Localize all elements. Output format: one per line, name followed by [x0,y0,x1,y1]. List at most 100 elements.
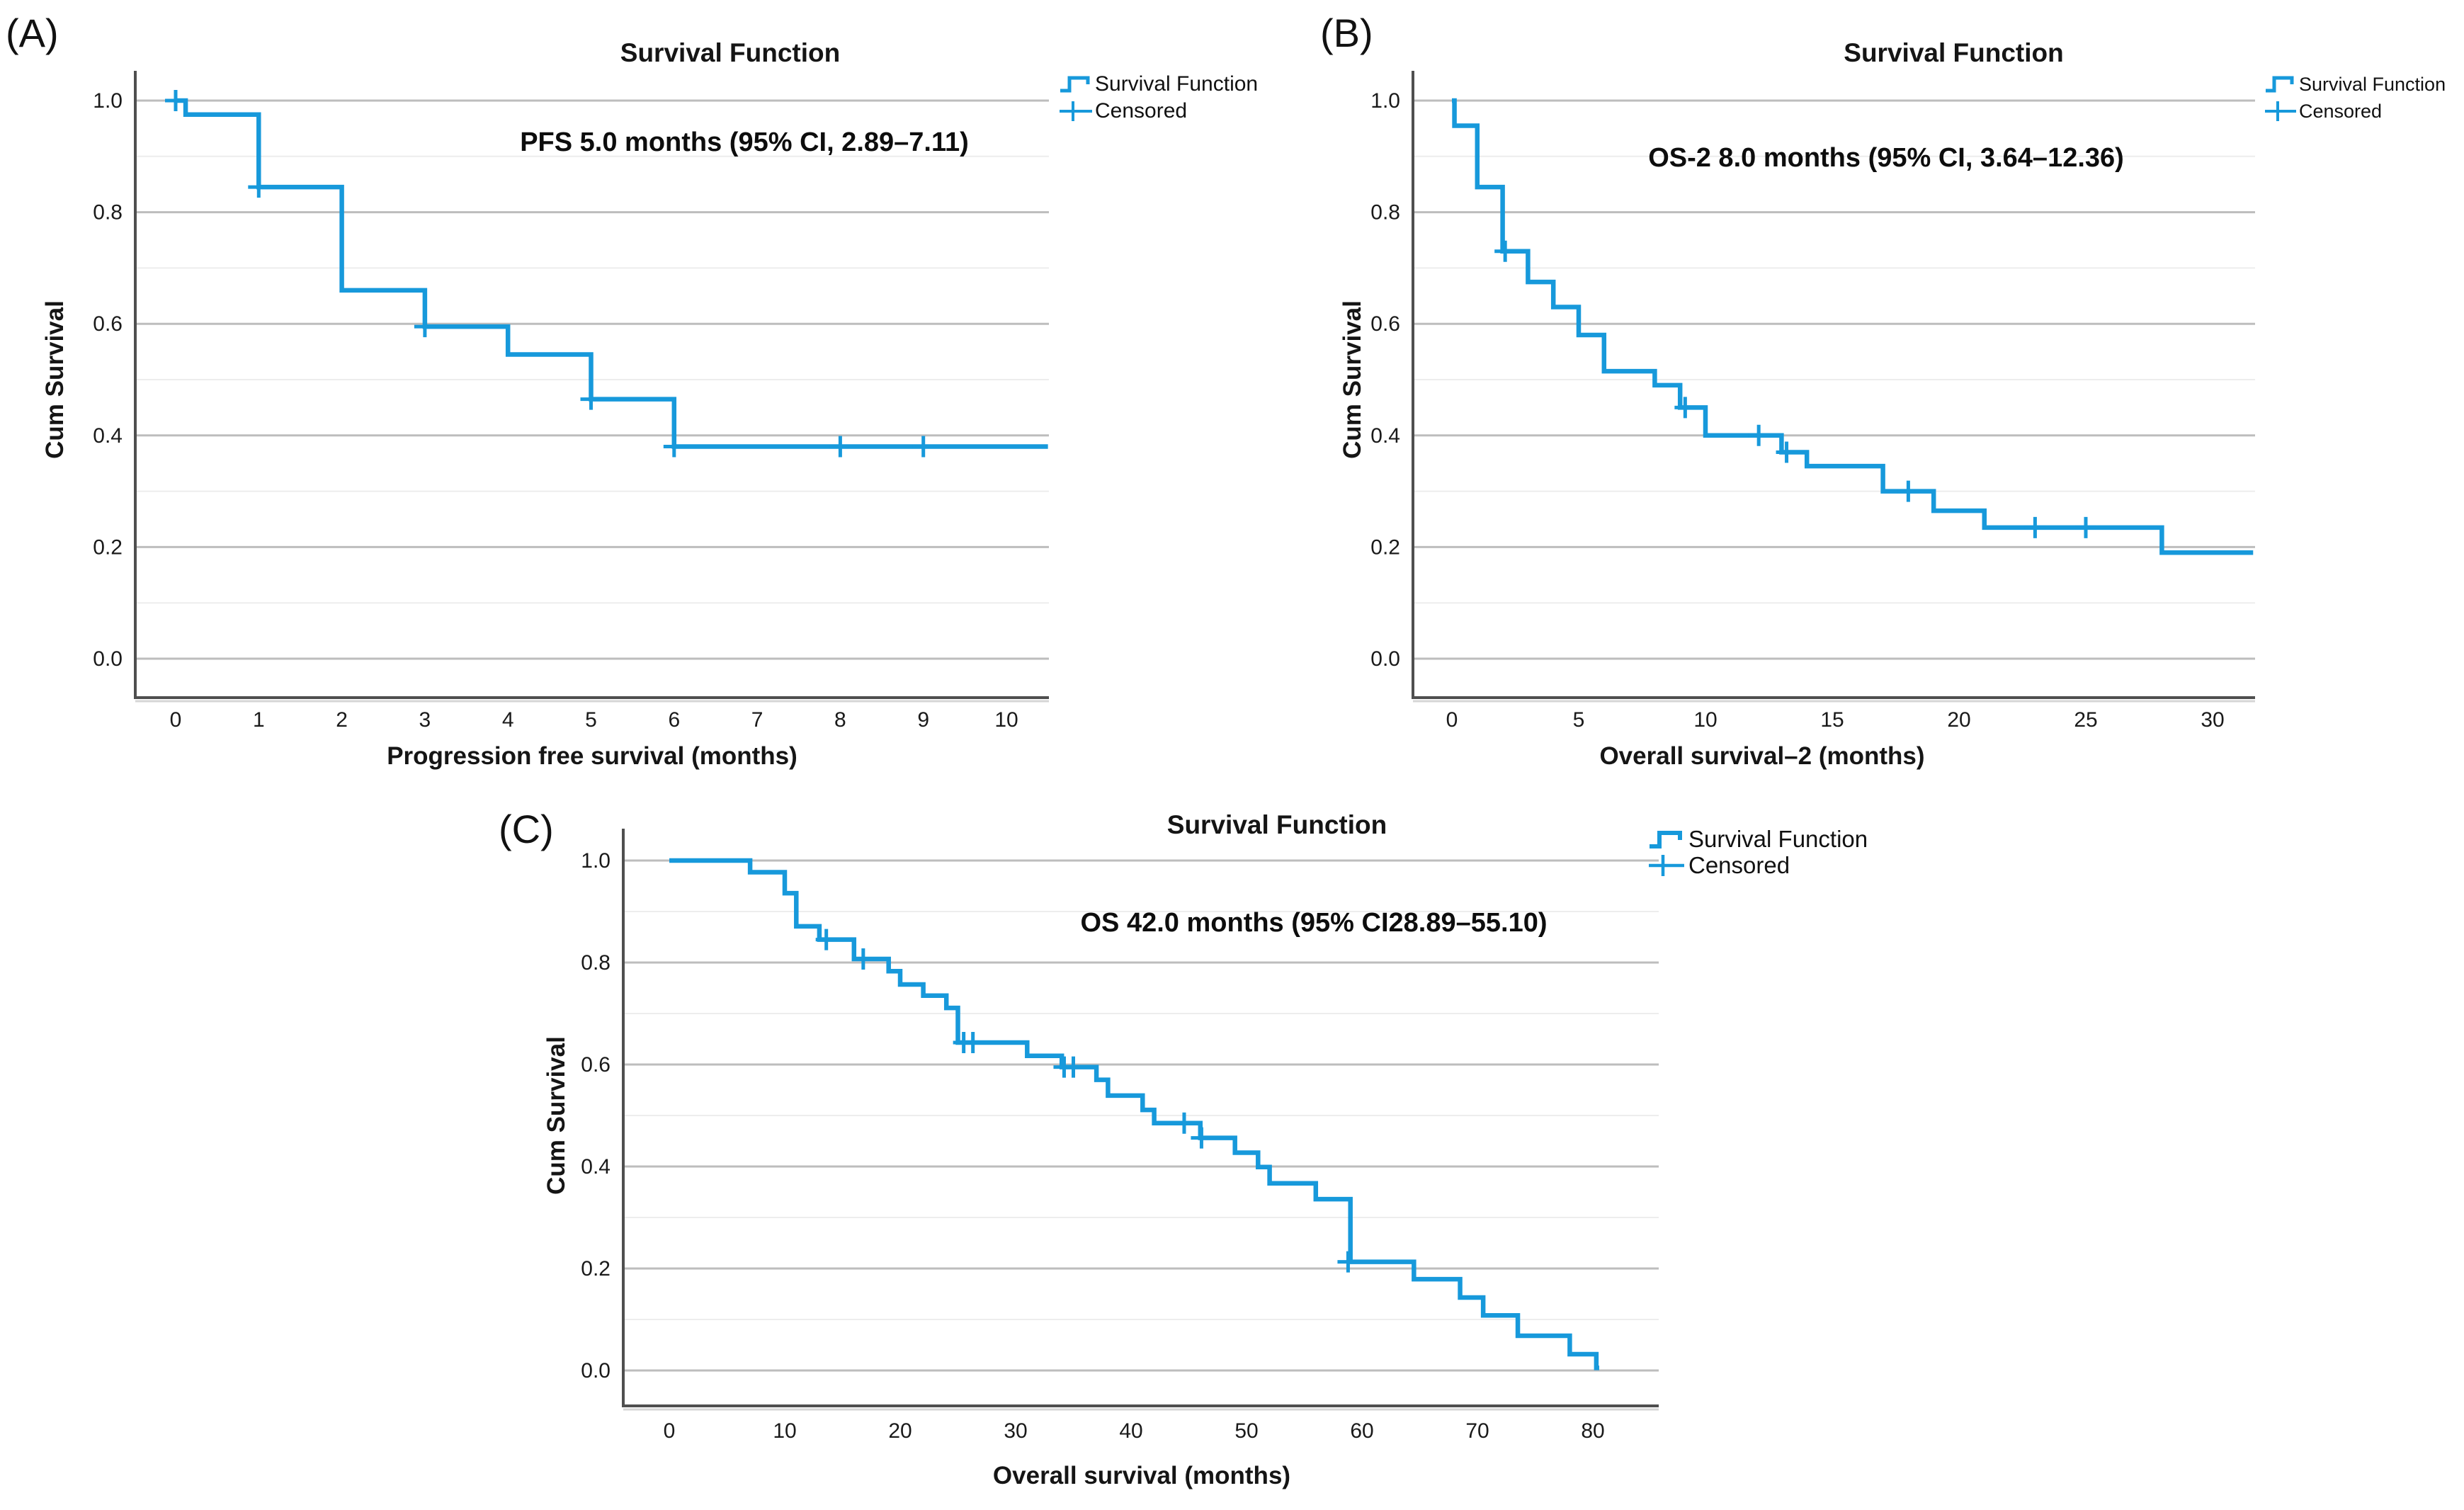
x-tick-label: 5 [585,708,597,732]
x-tick-label: 30 [1004,1419,1027,1443]
y-tick-label: 0.0 [1370,647,1400,671]
censored-mark [815,929,837,950]
panel-b-y-axis-label: Cum Survival [1339,300,1366,459]
censored-mark [1062,1056,1084,1078]
x-tick-label: 25 [2074,708,2097,732]
x-tick-label: 50 [1234,1419,1258,1443]
legend-item-survival-function: Survival Function [1647,826,1868,852]
survival-function-step-icon [2266,76,2294,93]
censored-mark [852,948,874,970]
x-tick-label: 15 [1820,708,1844,732]
x-tick-label: 7 [751,708,763,732]
censored-mark [2024,516,2046,538]
panel-c-y-axis-label: Cum Survival [543,1036,570,1195]
panel-a-y-axis-label: Cum Survival [41,300,69,459]
x-tick-label: 8 [834,708,846,732]
y-tick-label: 0.4 [93,424,123,448]
legend-label-survival-function: Survival Function [1095,72,1259,96]
panel-a-title: Survival Function [620,38,841,67]
x-tick-label: 5 [1573,708,1585,732]
panel-b-x-axis-label: Overall survival–2 (months) [1599,742,1925,770]
x-tick-label: 20 [888,1419,912,1443]
y-tick-label: 0.4 [581,1155,611,1179]
censored-mark [1674,397,1696,419]
legend-item-censored: Censored [1058,98,1258,125]
censored-mark [1748,424,1770,446]
censored-mark [165,90,186,111]
censored-mark [1173,1112,1195,1134]
censored-plus-icon [1060,101,1092,121]
x-tick-label: 4 [502,708,514,732]
censored-mark [1191,1127,1213,1149]
y-tick-label: 0.6 [1370,312,1400,336]
y-tick-label: 0.8 [93,201,123,225]
x-tick-label: 70 [1465,1419,1489,1443]
x-tick-label: 60 [1350,1419,1373,1443]
x-tick-label: 6 [668,708,680,732]
x-tick-label: 10 [1693,708,1717,732]
x-tick-label: 3 [419,708,431,732]
y-tick-label: 0.4 [1370,424,1400,448]
panel-c-median-annotation: OS 42.0 months (95% CI28.89–55.10) [1080,908,1548,938]
x-tick-label: 1 [253,708,265,732]
survival-function-step-icon [1650,830,1682,848]
censored-mark [912,436,934,458]
y-tick-label: 0.0 [93,647,123,671]
x-tick-label: 40 [1119,1419,1142,1443]
panel-a-median-annotation: PFS 5.0 months (95% CI, 2.89–7.11) [520,127,969,157]
legend-item-censored: Censored [1647,852,1868,878]
censored-mark [829,436,851,458]
y-tick-label: 0.0 [581,1359,611,1383]
x-tick-label: 0 [664,1419,676,1443]
y-tick-label: 0.2 [581,1257,611,1281]
survival-step-curve-b [1452,98,2254,555]
censored-plus-icon [1649,854,1684,876]
legend-item-survival-function: Survival Function [1058,71,1258,98]
panel-b-legend: Survival Function Censored [2264,71,2446,125]
x-tick-label: 10 [994,708,1018,732]
y-tick-label: 0.6 [581,1053,611,1077]
y-tick-label: 0.8 [581,951,611,975]
y-tick-label: 0.8 [1370,201,1400,225]
y-tick-label: 1.0 [1370,89,1400,113]
x-tick-label: 0 [170,708,182,732]
survival-step-curve-a [176,98,1048,449]
panel-b-letter: (B) [1320,11,1373,55]
panel-a-letter: (A) [6,11,59,55]
y-tick-label: 0.2 [1370,535,1400,559]
x-tick-label: 0 [1446,708,1458,732]
x-tick-label: 20 [1947,708,1970,732]
censored-mark [1897,480,1919,502]
x-tick-label: 30 [2201,708,2224,732]
legend-label-censored: Censored [2299,100,2383,122]
censored-mark [1494,240,1516,262]
survival-function-step-icon [1060,76,1090,93]
censored-mark [663,436,685,458]
censored-mark [414,316,436,338]
survival-step-curve-c [669,858,1599,1370]
panel-b-title: Survival Function [1844,38,2064,67]
legend-item-survival-function: Survival Function [2264,71,2446,98]
y-tick-label: 0.2 [93,535,123,559]
panel-b-median-annotation: OS-2 8.0 months (95% CI, 3.64–12.36) [1648,143,2124,173]
panel-c-x-axis-label: Overall survival (months) [992,1462,1291,1489]
censored-mark [962,1032,984,1054]
censored-plus-icon [2265,101,2296,121]
legend-label-censored: Censored [1688,851,1790,878]
x-tick-label: 2 [336,708,348,732]
censored-mark [580,388,602,410]
legend-label-survival-function: Survival Function [1688,825,1868,852]
censored-mark [1337,1251,1359,1273]
panel-c-letter: (C) [499,807,554,851]
censored-mark [2075,516,2096,538]
panel-a-legend: Survival Function Censored [1058,71,1258,125]
legend-item-censored: Censored [2264,98,2446,125]
panel-a-x-axis-label: Progression free survival (months) [387,742,797,770]
y-tick-label: 1.0 [581,849,611,873]
panel-c-title: Survival Function [1166,810,1387,839]
legend-label-censored: Censored [1095,99,1188,123]
legend-label-survival-function: Survival Function [2299,73,2446,95]
y-tick-label: 1.0 [93,89,123,113]
x-tick-label: 9 [917,708,929,732]
